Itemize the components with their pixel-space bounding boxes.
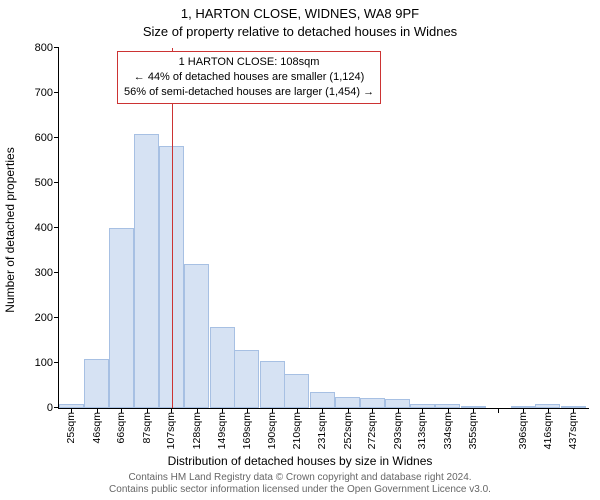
- histogram-bar: [134, 134, 159, 408]
- x-tick-mark: [498, 408, 499, 413]
- x-tick-label: 66sqm: [115, 408, 127, 444]
- x-tick-label: 128sqm: [191, 408, 203, 449]
- x-tick-label: 149sqm: [216, 408, 228, 449]
- x-tick-label: 252sqm: [342, 408, 354, 449]
- attribution-text: Contains HM Land Registry data © Crown c…: [0, 472, 600, 496]
- x-axis-label: Distribution of detached houses by size …: [0, 454, 600, 468]
- histogram-bar: [84, 359, 109, 408]
- y-tick-label: 700: [35, 87, 59, 99]
- x-tick-label: 107sqm: [165, 408, 177, 449]
- histogram-bar: [385, 399, 410, 408]
- annotation-line-3: 56% of semi-detached houses are larger (…: [124, 85, 374, 100]
- y-tick-mark: [54, 47, 59, 48]
- y-tick-label: 800: [35, 42, 59, 54]
- attribution-line-1: Contains HM Land Registry data © Crown c…: [0, 472, 600, 484]
- histogram-bar: [109, 228, 134, 408]
- x-tick-label: 396sqm: [517, 408, 529, 449]
- y-tick-mark: [54, 272, 59, 273]
- plot-area: 010020030040050060070080025sqm46sqm66sqm…: [58, 48, 589, 409]
- histogram-bar: [360, 398, 385, 408]
- x-tick-label: 293sqm: [392, 408, 404, 449]
- attribution-line-2: Contains public sector information licen…: [0, 484, 600, 496]
- histogram-bar: [234, 350, 259, 409]
- x-tick-label: 46sqm: [91, 408, 103, 444]
- x-tick-label: 416sqm: [542, 408, 554, 449]
- histogram-bar: [310, 392, 335, 408]
- y-tick-mark: [54, 362, 59, 363]
- property-size-histogram: 1, HARTON CLOSE, WIDNES, WA8 9PF Size of…: [0, 0, 600, 500]
- y-tick-mark: [54, 182, 59, 183]
- histogram-bar: [184, 264, 209, 408]
- histogram-bar: [335, 397, 360, 408]
- chart-title-description: Size of property relative to detached ho…: [0, 24, 600, 39]
- x-tick-label: 272sqm: [366, 408, 378, 449]
- chart-title-address: 1, HARTON CLOSE, WIDNES, WA8 9PF: [0, 6, 600, 21]
- y-tick-label: 100: [35, 357, 59, 369]
- x-tick-label: 437sqm: [567, 408, 579, 449]
- annotation-line-2: ← 44% of detached houses are smaller (1,…: [124, 70, 374, 85]
- y-tick-label: 200: [35, 312, 59, 324]
- x-tick-label: 25sqm: [65, 408, 77, 444]
- x-tick-label: 169sqm: [241, 408, 253, 449]
- annotation-line-1: 1 HARTON CLOSE: 108sqm: [124, 55, 374, 70]
- x-tick-label: 190sqm: [266, 408, 278, 449]
- y-axis-label: Number of detached properties: [3, 147, 17, 312]
- y-tick-label: 0: [47, 402, 59, 414]
- histogram-bar: [159, 146, 184, 408]
- y-tick-mark: [54, 227, 59, 228]
- histogram-bar: [284, 374, 309, 408]
- histogram-bar: [260, 361, 285, 408]
- y-tick-label: 400: [35, 222, 59, 234]
- y-tick-label: 500: [35, 177, 59, 189]
- y-tick-mark: [54, 92, 59, 93]
- y-tick-mark: [54, 317, 59, 318]
- x-tick-label: 334sqm: [442, 408, 454, 449]
- x-tick-label: 210sqm: [291, 408, 303, 449]
- y-tick-mark: [54, 137, 59, 138]
- x-tick-label: 355sqm: [467, 408, 479, 449]
- histogram-bar: [210, 327, 235, 408]
- y-tick-label: 300: [35, 267, 59, 279]
- y-tick-label: 600: [35, 132, 59, 144]
- x-tick-label: 231sqm: [316, 408, 328, 449]
- x-tick-label: 313sqm: [416, 408, 428, 449]
- x-tick-label: 87sqm: [141, 408, 153, 444]
- annotation-box: 1 HARTON CLOSE: 108sqm ← 44% of detached…: [117, 51, 381, 104]
